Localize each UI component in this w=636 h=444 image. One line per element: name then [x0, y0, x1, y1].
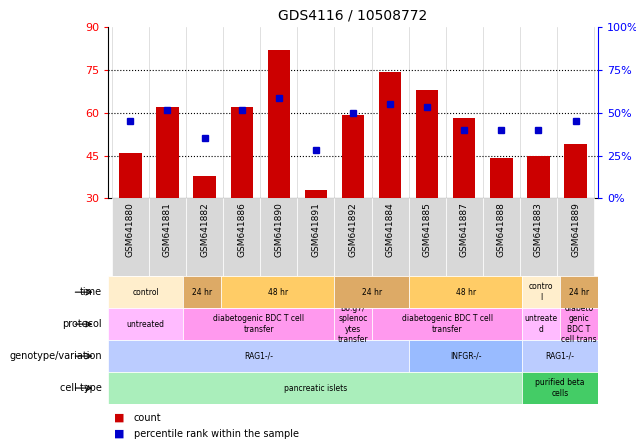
Bar — [334, 308, 372, 340]
Bar — [335, 198, 371, 276]
Text: GSM641888: GSM641888 — [497, 202, 506, 257]
Bar — [560, 308, 598, 340]
Bar — [186, 198, 223, 276]
Bar — [453, 118, 475, 198]
Text: GSM641891: GSM641891 — [312, 202, 321, 257]
Text: ■: ■ — [114, 429, 125, 439]
Bar — [523, 372, 598, 404]
Bar — [379, 72, 401, 198]
Bar — [490, 159, 513, 198]
Bar — [523, 340, 598, 372]
Text: control: control — [132, 288, 159, 297]
Text: 48 hr: 48 hr — [268, 288, 287, 297]
Text: diabetogenic BDC T cell
transfer: diabetogenic BDC T cell transfer — [213, 314, 305, 334]
Bar — [483, 198, 520, 276]
Bar — [112, 198, 149, 276]
Bar — [523, 308, 560, 340]
Bar — [268, 50, 290, 198]
Bar — [108, 276, 183, 308]
Bar — [416, 90, 438, 198]
Bar — [223, 198, 260, 276]
Text: contro
l: contro l — [529, 282, 553, 302]
Bar — [408, 198, 446, 276]
Bar — [527, 155, 550, 198]
Bar — [305, 190, 327, 198]
Text: percentile rank within the sample: percentile rank within the sample — [134, 429, 298, 439]
Text: genotype/variation: genotype/variation — [9, 351, 102, 361]
Bar — [372, 308, 523, 340]
Text: GSM641892: GSM641892 — [349, 202, 357, 257]
Bar — [520, 198, 557, 276]
Text: 24 hr: 24 hr — [362, 288, 382, 297]
Bar — [342, 115, 364, 198]
Text: GSM641890: GSM641890 — [274, 202, 283, 257]
Text: untreate
d: untreate d — [525, 314, 558, 334]
Text: GSM641889: GSM641889 — [571, 202, 580, 257]
Bar — [193, 175, 216, 198]
Bar — [183, 276, 221, 308]
Text: INFGR-/-: INFGR-/- — [450, 352, 481, 361]
Bar — [108, 372, 523, 404]
Text: cell type: cell type — [60, 383, 102, 393]
Text: 24 hr: 24 hr — [192, 288, 212, 297]
Text: GSM641884: GSM641884 — [385, 202, 394, 257]
Bar — [108, 340, 410, 372]
Text: 24 hr: 24 hr — [569, 288, 589, 297]
Text: RAG1-/-: RAG1-/- — [244, 352, 273, 361]
Bar — [221, 276, 334, 308]
Bar — [183, 308, 334, 340]
Bar — [557, 198, 594, 276]
Bar — [230, 107, 252, 198]
Bar — [410, 276, 523, 308]
Bar — [446, 198, 483, 276]
Text: 48 hr: 48 hr — [456, 288, 476, 297]
Bar — [523, 276, 560, 308]
Text: pancreatic islets: pancreatic islets — [284, 384, 347, 392]
Text: purified beta
cells: purified beta cells — [536, 378, 585, 398]
Text: diabetogenic BDC T cell
transfer: diabetogenic BDC T cell transfer — [401, 314, 493, 334]
Bar — [156, 107, 179, 198]
Text: count: count — [134, 413, 161, 423]
Bar — [334, 276, 410, 308]
Text: untreated: untreated — [127, 320, 165, 329]
Bar — [108, 308, 183, 340]
Text: RAG1-/-: RAG1-/- — [546, 352, 575, 361]
Bar — [560, 276, 598, 308]
Text: GSM641882: GSM641882 — [200, 202, 209, 257]
Text: B6.g7/
splenoc
ytes
transfer: B6.g7/ splenoc ytes transfer — [338, 304, 368, 344]
Bar — [371, 198, 409, 276]
Bar — [298, 198, 335, 276]
Text: time: time — [80, 287, 102, 297]
Text: GSM641881: GSM641881 — [163, 202, 172, 257]
Bar — [260, 198, 297, 276]
Text: GSM641885: GSM641885 — [423, 202, 432, 257]
Title: GDS4116 / 10508772: GDS4116 / 10508772 — [279, 9, 427, 23]
Bar — [410, 340, 523, 372]
Text: diabeto
genic
BDC T
cell trans: diabeto genic BDC T cell trans — [561, 304, 597, 344]
Text: GSM641880: GSM641880 — [126, 202, 135, 257]
Bar — [564, 144, 586, 198]
Text: ■: ■ — [114, 413, 125, 423]
Text: GSM641886: GSM641886 — [237, 202, 246, 257]
Text: protocol: protocol — [62, 319, 102, 329]
Bar — [120, 153, 141, 198]
Text: GSM641883: GSM641883 — [534, 202, 543, 257]
Text: GSM641887: GSM641887 — [460, 202, 469, 257]
Bar — [149, 198, 186, 276]
